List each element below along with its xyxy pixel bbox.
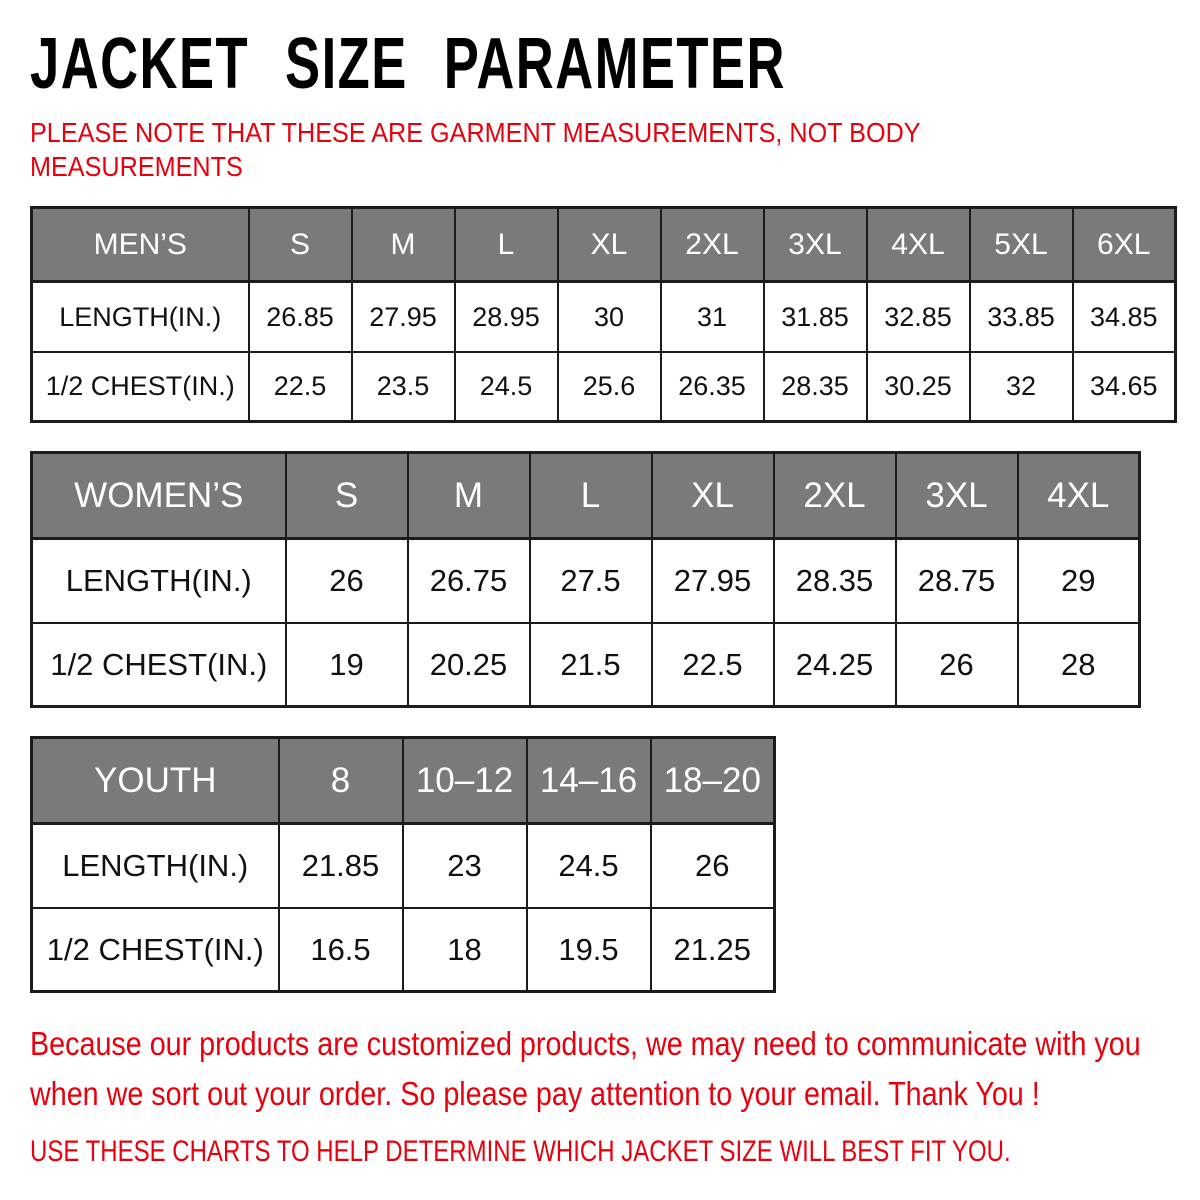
mens-value-cell: 34.65: [1071, 350, 1177, 423]
womens-size-header-cell: 4XL: [1016, 451, 1141, 541]
womens-size-header-cell: 3XL: [894, 451, 1019, 541]
mens-value-cell: 22.5: [247, 350, 353, 423]
sizing-advice-line: USE THESE CHARTS TO HELP DETERMINE WHICH…: [30, 1135, 1011, 1169]
youth-header-row: YOUTH 8 10–12 14–16 18–20: [30, 736, 776, 826]
womens-value-cell: 19: [284, 621, 409, 708]
youth-value-cell: 19.5: [525, 906, 652, 993]
youth-data-row: LENGTH(IN.) 21.85 23 24.5 26: [30, 822, 776, 909]
womens-size-header-cell: 2XL: [772, 451, 897, 541]
mens-size-header-cell: 2XL: [659, 206, 765, 284]
youth-value-cell: 16.5: [277, 906, 404, 993]
youth-data-row: 1/2 CHEST(IN.) 16.5 18 19.5 21.25: [30, 906, 776, 993]
youth-row-label-cell: 1/2 CHEST(IN.): [30, 906, 280, 993]
youth-size-header-cell: 10–12: [401, 736, 528, 826]
mens-size-header-cell: XL: [556, 206, 662, 284]
youth-size-table: YOUTH 8 10–12 14–16 18–20 LENGTH(IN.) 21.85 23 2…: [30, 736, 776, 994]
mens-size-header-cell: L: [453, 206, 559, 284]
youth-value-cell: 26: [649, 822, 776, 909]
womens-value-cell: 22.5: [650, 621, 775, 708]
garment-measurement-note: PLEASE NOTE THAT THESE ARE GARMENT MEASU…: [30, 116, 1200, 184]
womens-value-cell: 21.5: [528, 621, 653, 708]
mens-value-cell: 30.25: [865, 350, 971, 423]
youth-group-label-cell: YOUTH: [30, 736, 280, 826]
womens-row-label-cell: LENGTH(IN.): [30, 537, 287, 624]
mens-value-cell: 30: [556, 280, 662, 353]
womens-size-header-cell: M: [406, 451, 531, 541]
mens-value-cell: 31: [659, 280, 765, 353]
size-chart-page: JACKET SIZE PARAMETER PLEASE NOTE THAT T…: [30, 24, 1200, 1169]
mens-size-header-cell: 4XL: [865, 206, 971, 284]
womens-value-cell: 28.75: [894, 537, 1019, 624]
mens-size-header-cell: 5XL: [968, 206, 1074, 284]
womens-size-header-cell: S: [284, 451, 409, 541]
womens-value-cell: 29: [1016, 537, 1141, 624]
customization-notice-line-2: when we sort out your order. So please p…: [30, 1074, 1040, 1112]
youth-value-cell: 23: [401, 822, 528, 909]
note-line-1: PLEASE NOTE THAT THESE ARE GARMENT MEASU…: [30, 117, 921, 148]
mens-value-cell: 32: [968, 350, 1074, 423]
mens-size-header-cell: 6XL: [1071, 206, 1177, 284]
page-title: JACKET SIZE PARAMETER: [30, 24, 786, 104]
mens-value-cell: 33.85: [968, 280, 1074, 353]
customization-notice: Because our products are customized prod…: [30, 1019, 1200, 1118]
youth-size-header-cell: 8: [277, 736, 404, 826]
mens-value-cell: 26.35: [659, 350, 765, 423]
womens-value-cell: 26.75: [406, 537, 531, 624]
womens-size-header-cell: L: [528, 451, 653, 541]
mens-header-row: MEN’S S M L XL 2XL 3XL 4XL 5XL 6XL: [30, 206, 1177, 284]
womens-value-cell: 27.95: [650, 537, 775, 624]
mens-size-header-cell: M: [350, 206, 456, 284]
mens-value-cell: 24.5: [453, 350, 559, 423]
youth-value-cell: 21.85: [277, 822, 404, 909]
mens-size-table: MEN’S S M L XL 2XL 3XL 4XL 5XL 6XL LENGTH(IN.) 26.8…: [30, 206, 1177, 424]
womens-size-table: WOMEN’S S M L XL 2XL 3XL 4XL LENGTH(IN.) 26 26.75 2…: [30, 451, 1141, 709]
mens-value-cell: 27.95: [350, 280, 456, 353]
mens-value-cell: 28.35: [762, 350, 868, 423]
womens-value-cell: 27.5: [528, 537, 653, 624]
mens-row-label-cell: 1/2 CHEST(IN.): [30, 350, 250, 423]
womens-size-header-cell: XL: [650, 451, 775, 541]
youth-value-cell: 24.5: [525, 822, 652, 909]
mens-value-cell: 23.5: [350, 350, 456, 423]
mens-data-row: LENGTH(IN.) 26.85 27.95 28.95 30 31 31.85 32.85…: [30, 280, 1177, 353]
mens-value-cell: 25.6: [556, 350, 662, 423]
womens-group-label-cell: WOMEN’S: [30, 451, 287, 541]
mens-value-cell: 34.85: [1071, 280, 1177, 353]
mens-value-cell: 28.95: [453, 280, 559, 353]
womens-value-cell: 26: [894, 621, 1019, 708]
mens-value-cell: 32.85: [865, 280, 971, 353]
mens-size-header-cell: 3XL: [762, 206, 868, 284]
womens-value-cell: 24.25: [772, 621, 897, 708]
youth-value-cell: 18: [401, 906, 528, 993]
womens-value-cell: 20.25: [406, 621, 531, 708]
womens-data-row: LENGTH(IN.) 26 26.75 27.5 27.95 28.35 28.75 29: [30, 537, 1141, 624]
womens-header-row: WOMEN’S S M L XL 2XL 3XL 4XL: [30, 451, 1141, 541]
customization-notice-line-1: Because our products are customized prod…: [30, 1025, 1141, 1063]
mens-value-cell: 31.85: [762, 280, 868, 353]
mens-size-header-cell: S: [247, 206, 353, 284]
note-line-2: MEASUREMENTS: [30, 151, 243, 183]
youth-size-header-cell: 14–16: [525, 736, 652, 826]
youth-value-cell: 21.25: [649, 906, 776, 993]
mens-data-row: 1/2 CHEST(IN.) 22.5 23.5 24.5 25.6 26.35 28.35…: [30, 350, 1177, 423]
youth-size-header-cell: 18–20: [649, 736, 776, 826]
mens-row-label-cell: LENGTH(IN.): [30, 280, 250, 353]
womens-value-cell: 28: [1016, 621, 1141, 708]
womens-row-label-cell: 1/2 CHEST(IN.): [30, 621, 287, 708]
womens-value-cell: 26: [284, 537, 409, 624]
womens-value-cell: 28.35: [772, 537, 897, 624]
womens-data-row: 1/2 CHEST(IN.) 19 20.25 21.5 22.5 24.25 26 28: [30, 621, 1141, 708]
mens-group-label-cell: MEN’S: [30, 206, 250, 284]
mens-value-cell: 26.85: [247, 280, 353, 353]
youth-row-label-cell: LENGTH(IN.): [30, 822, 280, 909]
